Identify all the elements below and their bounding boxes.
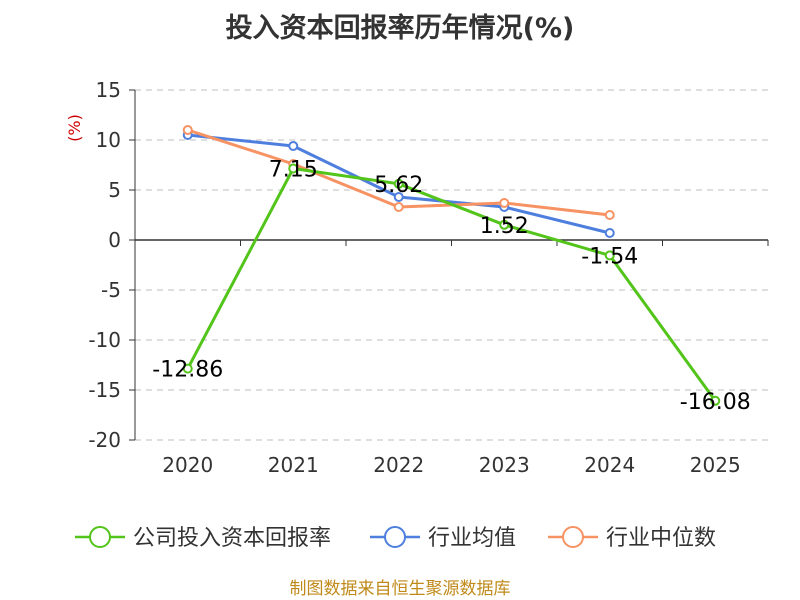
- data-point: [393, 178, 404, 189]
- data-label: -12.86: [152, 358, 223, 383]
- y-tick-label: -5: [101, 278, 121, 302]
- data-point: [288, 163, 299, 174]
- data-label: -16.08: [680, 390, 751, 415]
- data-label: 1.52: [480, 214, 529, 239]
- legend-label: 行业均值: [428, 526, 516, 551]
- data-point: [182, 125, 193, 135]
- series-lines: [182, 125, 721, 406]
- y-tick-label: 0: [108, 228, 121, 252]
- data-point: [182, 363, 193, 374]
- x-tick-label: 2023: [479, 453, 530, 477]
- data-point: [393, 192, 404, 202]
- data-label: 7.15: [269, 158, 318, 183]
- legend-marker: [562, 526, 584, 548]
- legend-marker: [89, 526, 111, 548]
- y-tick-label: -10: [88, 328, 121, 352]
- data-point: [710, 395, 721, 406]
- data-label: 5.62: [374, 173, 423, 198]
- legend-marker: [384, 526, 406, 548]
- data-label: -1.54: [581, 244, 638, 269]
- y-tick-label: -20: [88, 428, 121, 452]
- chart-title: 投入资本回报率历年情况(%): [225, 13, 575, 44]
- source-note: 制图数据来自恒生聚源数据库: [290, 579, 511, 599]
- y-tick-label: -15: [88, 378, 121, 402]
- data-point: [499, 198, 510, 208]
- data-labels: -12.86 7.15 5.62 1.52 -1.54 -16.08: [152, 158, 750, 415]
- legend-label: 行业中位数: [606, 526, 716, 551]
- x-tick-label: 2021: [268, 453, 319, 477]
- data-point: [604, 210, 615, 220]
- data-point: [288, 141, 299, 151]
- x-tick-label: 2020: [162, 453, 213, 477]
- y-axis-unit-label: (%): [65, 114, 84, 142]
- y-tick-label: 10: [96, 128, 121, 152]
- series-line: [186, 167, 717, 402]
- x-tick-label: 2022: [373, 453, 424, 477]
- legend: 公司投入资本回报率 行业均值 行业中位数: [75, 526, 716, 551]
- data-point: [499, 219, 510, 230]
- x-tick-label: 2025: [690, 453, 741, 477]
- legend-label: 公司投入资本回报率: [133, 526, 331, 551]
- data-point: [393, 202, 404, 212]
- data-point: [604, 250, 615, 261]
- y-tick-label: 15: [96, 78, 121, 102]
- axes: 15 10 5 0 -5 -10 -15 -20 2020 2021 2022 2023 2024 202…: [88, 78, 769, 477]
- data-point: [604, 228, 615, 238]
- x-tick-label: 2024: [584, 453, 635, 477]
- y-tick-label: 5: [108, 178, 121, 202]
